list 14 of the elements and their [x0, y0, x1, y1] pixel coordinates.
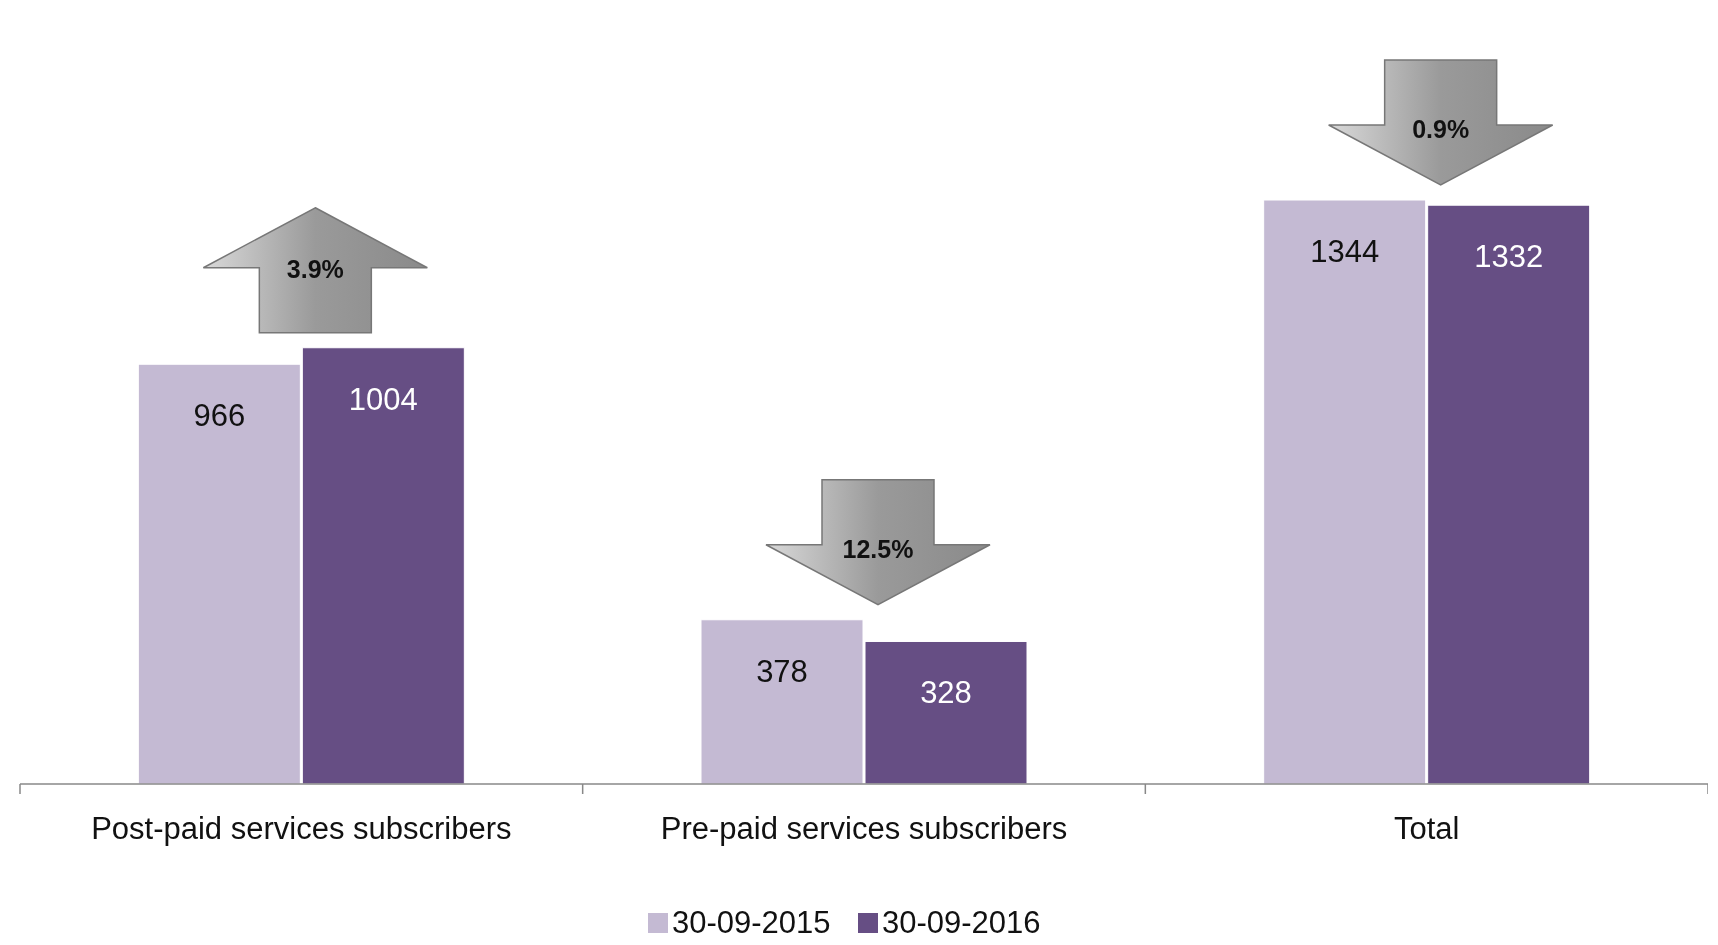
- x-tick-label: Pre-paid services subscribers: [660, 811, 1068, 846]
- x-tick-label: Post-paid services subscribers: [91, 811, 512, 846]
- data-label: 1344: [1310, 234, 1380, 269]
- x-tick-label: Total: [1393, 811, 1460, 846]
- data-label: 378: [756, 653, 808, 689]
- data-label: 328: [920, 675, 972, 711]
- text: 0.9%: [1412, 115, 1470, 143]
- annotation: 3.9%: [286, 254, 344, 283]
- data-label: 1004: [348, 381, 418, 417]
- data-label: 966: [193, 398, 246, 434]
- legend-label: 30-09-2016: [882, 905, 1041, 940]
- data-label: 1332: [1474, 239, 1544, 275]
- annotation: 12.5%: [842, 534, 914, 563]
- legend-label: 30-09-2015: [672, 905, 831, 940]
